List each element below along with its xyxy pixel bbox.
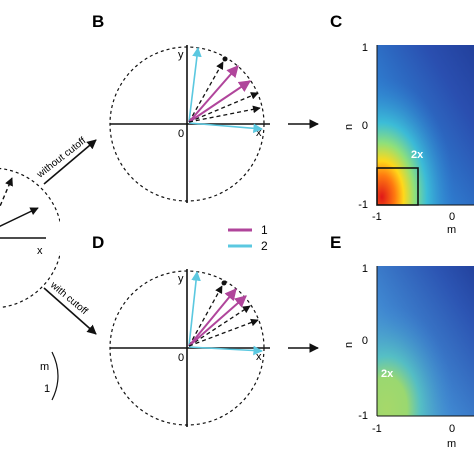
vector-d-dashed-3 xyxy=(188,318,259,347)
matrix-top-entry: m xyxy=(40,361,49,373)
panel-d: y 0 x xyxy=(109,269,270,427)
heatmap-c-xtick-left: -1 xyxy=(372,211,382,223)
legend-label-1: 1 xyxy=(261,223,268,237)
heatmap-c-marker: 2x xyxy=(411,149,424,161)
x-label-d: x xyxy=(256,351,262,363)
heatmap-c-ylabel: n xyxy=(343,124,355,130)
matrix-right-bracket xyxy=(51,351,59,401)
vector-d-cyan-2 xyxy=(188,345,263,356)
x-label-a: x xyxy=(37,245,43,257)
heatmap-e-xtick-mid: 0 xyxy=(449,423,455,435)
heatmap-e-xlabel: m xyxy=(447,438,456,450)
heatmap-c-ytick-mid: 0 xyxy=(362,120,368,132)
origin-label-b: 0 xyxy=(178,128,184,140)
heatmap-e-ytick-mid: 0 xyxy=(362,335,368,347)
label-without-cutoff: without cutoff xyxy=(34,135,88,181)
panel-b: y 0 x xyxy=(109,45,270,203)
vector-b-dot xyxy=(222,56,228,62)
panel-label-b: B xyxy=(92,12,104,31)
heatmap-e-ylabel: n xyxy=(343,342,355,348)
vector-b-dashed-3 xyxy=(188,105,261,123)
vector-b-dashed-2 xyxy=(188,92,259,123)
panel-label-d: D xyxy=(92,233,104,252)
partial-matrix: m 1 xyxy=(40,351,59,401)
vector-b-cyan-2 xyxy=(188,122,263,134)
vector-d-magenta-1 xyxy=(188,288,237,347)
heatmap-c-ytick-top: 1 xyxy=(362,42,368,54)
legend: 1 2 xyxy=(228,223,268,253)
vector-d-dot xyxy=(221,280,227,286)
panel-a-partial: x xyxy=(0,167,60,309)
vector-a1 xyxy=(0,207,39,227)
y-label-b: y xyxy=(178,49,184,61)
heatmap-c-hotspot xyxy=(377,45,474,205)
heatmap-c-xlabel: m xyxy=(447,224,456,236)
heatmap-e-hotspot xyxy=(377,266,474,416)
arrow-with-cutoff: with cutoff xyxy=(43,279,97,335)
matrix-bottom-entry: 1 xyxy=(44,383,50,395)
vector-d-cyan-1 xyxy=(188,271,201,347)
vector-b-magenta-1 xyxy=(188,65,239,123)
vector-d-dashed-1 xyxy=(188,285,223,347)
vector-b-dashed-1 xyxy=(188,61,224,123)
origin-label-d: 0 xyxy=(178,352,184,364)
heatmap-e-xtick-left: -1 xyxy=(372,423,382,435)
y-label-d: y xyxy=(178,273,184,285)
heatmap-c-xtick-mid: 0 xyxy=(449,211,455,223)
vector-d-dashed-2 xyxy=(188,305,251,347)
heatmap-e-marker: 2x xyxy=(381,368,394,380)
panel-e: 2x 1 0 -1 n -1 0 m xyxy=(343,263,474,450)
panel-c: 2x 1 0 -1 n -1 0 m xyxy=(343,42,474,236)
vector-a2 xyxy=(0,177,13,208)
label-with-cutoff: with cutoff xyxy=(47,279,89,317)
panel-label-e: E xyxy=(330,233,341,252)
heatmap-c-ytick-bottom: -1 xyxy=(358,199,368,211)
heatmap-e-ytick-top: 1 xyxy=(362,263,368,275)
vector-b-magenta-2 xyxy=(188,80,251,123)
legend-label-2: 2 xyxy=(261,239,268,253)
heatmap-e-ytick-bottom: -1 xyxy=(358,410,368,422)
vector-b-cyan-1 xyxy=(188,47,202,123)
arrow-without-cutoff: without cutoff xyxy=(34,135,97,185)
vector-d-magenta-2 xyxy=(188,295,247,347)
panel-label-c: C xyxy=(330,12,342,31)
